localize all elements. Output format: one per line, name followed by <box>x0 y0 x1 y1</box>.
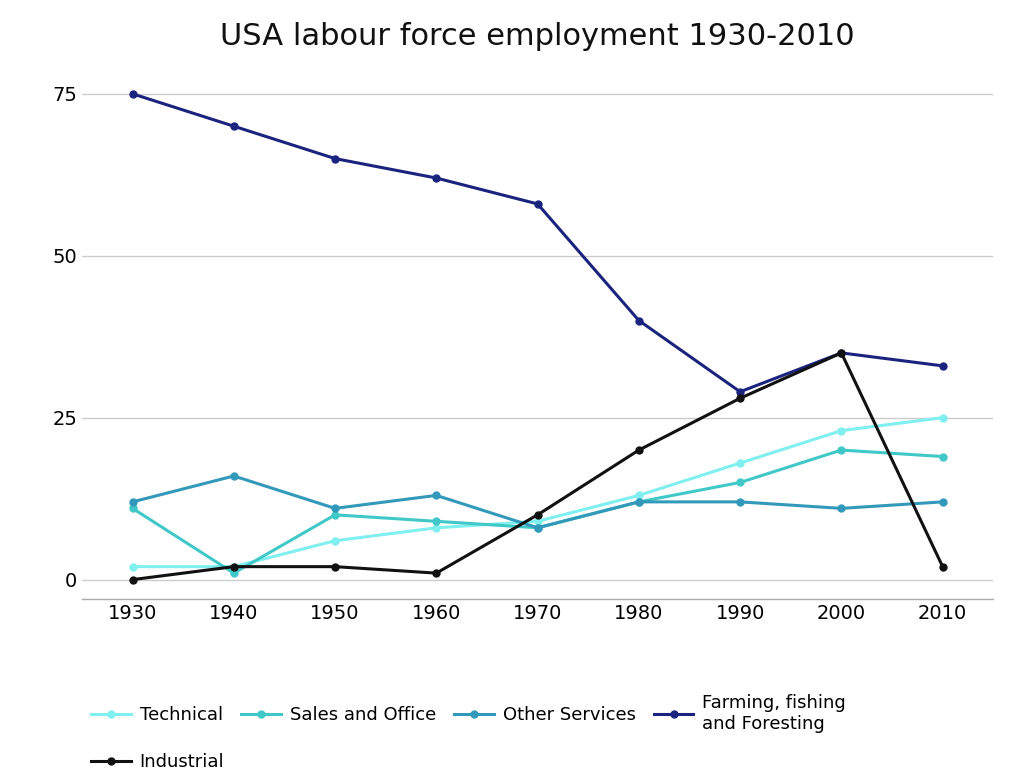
Farming, fishing
and Foresting <box>227 121 240 131</box>
Technical <box>329 536 341 545</box>
Sales and Office <box>227 568 240 578</box>
Technical <box>227 562 240 571</box>
Industrial <box>430 568 442 578</box>
Sales and Office <box>531 523 544 532</box>
Industrial <box>633 445 645 455</box>
Line: Technical: Technical <box>129 414 946 570</box>
Title: USA labour force employment 1930-2010: USA labour force employment 1930-2010 <box>220 22 855 51</box>
Sales and Office <box>126 504 138 513</box>
Technical <box>937 413 949 422</box>
Farming, fishing
and Foresting <box>531 200 544 209</box>
Other Services <box>734 497 746 506</box>
Sales and Office <box>734 478 746 487</box>
Other Services <box>633 497 645 506</box>
Line: Industrial: Industrial <box>129 349 946 583</box>
Industrial <box>329 562 341 571</box>
Technical <box>633 491 645 500</box>
Industrial <box>734 394 746 403</box>
Technical <box>430 523 442 532</box>
Other Services <box>329 504 341 513</box>
Sales and Office <box>937 452 949 461</box>
Industrial <box>227 562 240 571</box>
Industrial <box>836 349 848 358</box>
Industrial <box>937 562 949 571</box>
Sales and Office <box>430 517 442 526</box>
Farming, fishing
and Foresting <box>126 89 138 98</box>
Other Services <box>227 472 240 481</box>
Line: Farming, fishing
and Foresting: Farming, fishing and Foresting <box>129 91 946 396</box>
Other Services <box>126 497 138 506</box>
Sales and Office <box>633 497 645 506</box>
Industrial <box>126 575 138 584</box>
Other Services <box>836 504 848 513</box>
Other Services <box>937 497 949 506</box>
Technical <box>531 517 544 526</box>
Farming, fishing
and Foresting <box>734 387 746 396</box>
Other Services <box>531 523 544 532</box>
Technical <box>126 562 138 571</box>
Sales and Office <box>836 445 848 455</box>
Industrial <box>531 510 544 519</box>
Farming, fishing
and Foresting <box>937 361 949 370</box>
Technical <box>836 426 848 435</box>
Technical <box>734 458 746 468</box>
Other Services <box>430 491 442 500</box>
Farming, fishing
and Foresting <box>836 349 848 358</box>
Farming, fishing
and Foresting <box>633 316 645 325</box>
Line: Sales and Office: Sales and Office <box>129 447 946 577</box>
Sales and Office <box>329 510 341 519</box>
Farming, fishing
and Foresting <box>329 154 341 164</box>
Legend: Industrial: Industrial <box>91 753 224 768</box>
Farming, fishing
and Foresting <box>430 174 442 183</box>
Line: Other Services: Other Services <box>129 472 946 531</box>
